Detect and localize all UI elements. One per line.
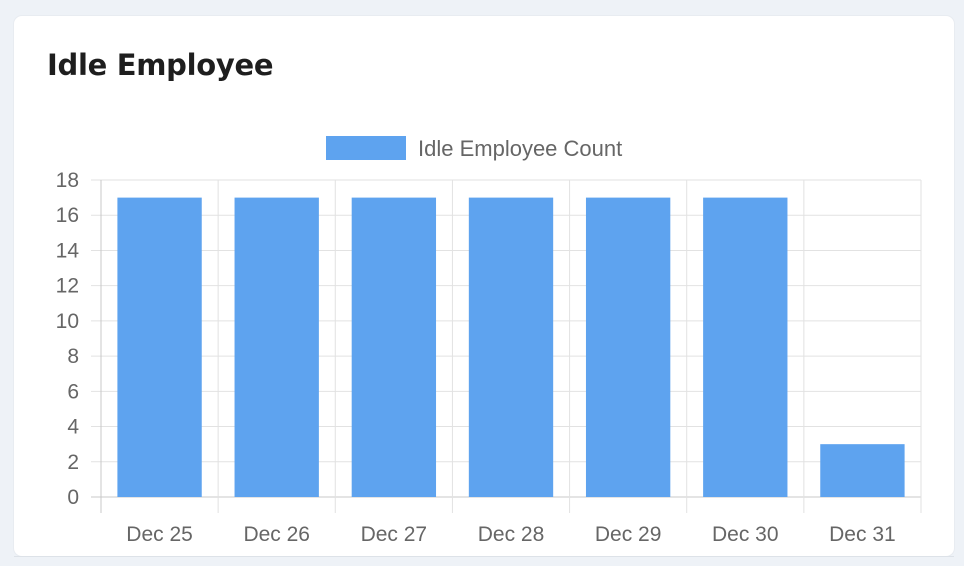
y-tick-label: 8 [67,345,79,368]
x-tick-label: Dec 27 [361,523,428,546]
y-tick-label: 2 [67,451,79,474]
y-tick-label: 16 [56,204,79,227]
bar-dec-25[interactable] [117,197,202,497]
x-tick-label: Dec 29 [595,523,662,546]
bar-dec-26[interactable] [234,197,319,497]
x-tick-label: Dec 28 [478,523,545,546]
chart-bars [117,197,905,497]
page-divider [14,556,954,557]
y-tick-label: 0 [67,486,79,509]
bar-dec-31[interactable] [820,444,905,497]
y-tick-label: 12 [56,275,79,298]
y-tick-label: 18 [56,169,79,192]
bar-dec-29[interactable] [585,197,671,497]
legend-swatch[interactable] [326,136,406,160]
legend-label[interactable]: Idle Employee Count [418,136,622,161]
bar-dec-27[interactable] [351,197,437,497]
bar-dec-30[interactable] [703,197,788,497]
y-tick-label: 14 [56,239,80,262]
x-tick-label: Dec 25 [126,523,193,546]
y-tick-label: 10 [56,310,79,333]
x-tick-label: Dec 31 [829,523,896,546]
x-tick-label: Dec 26 [243,523,310,546]
y-tick-label: 6 [67,380,79,403]
x-tick-label: Dec 30 [712,523,779,546]
chart-legend[interactable]: Idle Employee Count [326,136,622,161]
bar-dec-28[interactable] [468,197,554,497]
y-tick-label: 4 [67,416,79,439]
card-title: Idle Employee [47,48,274,82]
chart-axes: 0 2 4 6 8 10 12 14 16 18 Dec 25 Dec 26 Dec 27 Dec 28 D… [56,169,896,546]
